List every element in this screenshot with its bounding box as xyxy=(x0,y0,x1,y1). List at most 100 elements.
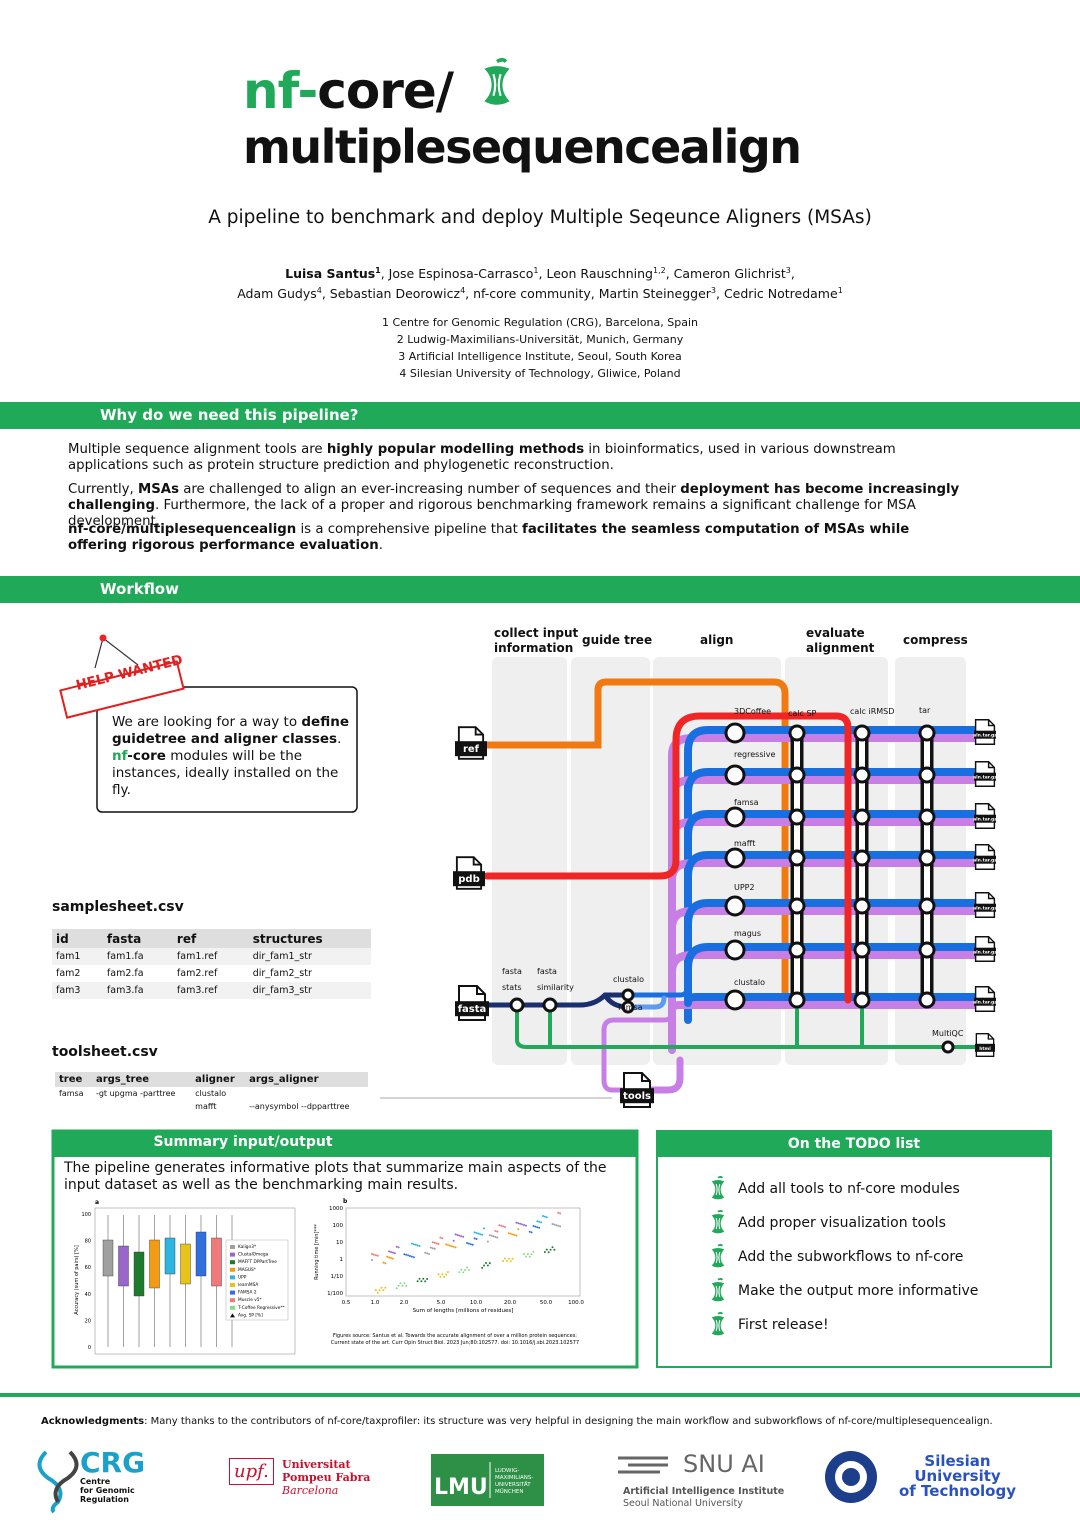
legend-label: MAFFT DPPartTree xyxy=(238,1259,277,1265)
text-span: MSAs xyxy=(137,482,179,497)
author: , xyxy=(790,266,795,282)
file-tag xyxy=(620,1088,654,1104)
decor-dot xyxy=(555,1224,558,1227)
legend-label: Avg. SP [%] xyxy=(238,1312,263,1318)
authors: Luisa Santus1, Jose Espinosa-Carrasco1, … xyxy=(0,262,1080,302)
decor-dot xyxy=(559,1212,562,1215)
author: , Leon Rauschning xyxy=(538,266,653,282)
decor-dot xyxy=(448,1244,451,1247)
legend-swatch xyxy=(230,1275,235,1280)
decor-dot xyxy=(483,1264,486,1267)
decor-dot xyxy=(433,1241,436,1244)
text-span: Regulation xyxy=(80,1495,129,1504)
station xyxy=(542,997,558,1013)
text-span: Centre xyxy=(80,1477,111,1486)
decor-dot xyxy=(397,1284,400,1287)
text-span: of Technology xyxy=(899,1482,1016,1500)
decor-dot xyxy=(515,1221,518,1224)
decor-dot xyxy=(386,1255,389,1258)
logo-text: CRG xyxy=(80,1446,146,1479)
file-tag xyxy=(974,997,996,1006)
decor-dot xyxy=(410,1242,413,1245)
decor-dot xyxy=(526,1253,529,1256)
section-bar: Why do we need this pipeline? xyxy=(0,402,1080,429)
legend-swatch xyxy=(230,1298,235,1303)
legend-swatch xyxy=(230,1305,235,1310)
decor-dot xyxy=(509,1232,512,1235)
logo-text: Universitat Pompeu Fabra Barcelona xyxy=(282,1458,370,1497)
station-label: stats xyxy=(502,983,522,992)
decor-dot xyxy=(391,1251,394,1254)
decor-dot xyxy=(467,1269,470,1271)
text-span: . Furthermore, the lack of a proper and … xyxy=(68,498,916,529)
decor-dot xyxy=(388,1250,391,1253)
tick-label: 1000 xyxy=(329,1206,343,1212)
decor-dot xyxy=(486,1264,489,1267)
decor-dot xyxy=(536,1226,539,1229)
legend-swatch xyxy=(230,1252,235,1257)
decor-dot xyxy=(471,1243,474,1246)
summary-text: The pipeline generates informative plots… xyxy=(64,1160,607,1193)
decor-dot xyxy=(382,1261,385,1264)
decor-dot xyxy=(424,1251,427,1254)
decor-dot xyxy=(481,1266,484,1269)
station-label: fasta xyxy=(537,967,557,976)
title-black: core/ xyxy=(317,62,454,120)
decor-dot xyxy=(507,1257,510,1260)
route xyxy=(515,998,977,1049)
decor-dot xyxy=(553,1248,556,1251)
decor-dot xyxy=(511,1257,514,1260)
table-row: fam3 fam3.fa fam3.ref dir_fam3_str xyxy=(52,982,371,999)
route xyxy=(684,851,984,930)
tick-label: 5.0 xyxy=(437,1300,446,1306)
text-span: highly popular modelling methods xyxy=(326,442,585,457)
decor-dot xyxy=(378,1289,381,1292)
decor-dot xyxy=(454,1246,457,1249)
file-label: ref xyxy=(463,744,480,755)
decor-dot xyxy=(409,1255,411,1257)
station xyxy=(788,766,806,784)
affiliation: 4 Silesian University of Technology, Gli… xyxy=(399,367,681,380)
decor-dot xyxy=(511,1233,514,1236)
table-cell: fam3.ref xyxy=(176,985,218,996)
decor-dot xyxy=(410,1255,413,1258)
logo-text: Artificial Intelligence Institute Seoul N… xyxy=(623,1486,784,1510)
station xyxy=(853,897,871,915)
author: , Jose Espinosa-Carrasco xyxy=(380,266,534,282)
table-cell: fam1.ref xyxy=(176,951,218,962)
decor-dot xyxy=(447,1271,449,1273)
decor-dot xyxy=(390,1251,392,1253)
station xyxy=(918,808,936,826)
file-label: fasta xyxy=(458,1004,487,1015)
decor-dot xyxy=(540,1221,543,1224)
station-label: tar xyxy=(919,706,931,715)
author: , nf-core community, Martin Steinegger xyxy=(465,286,711,302)
station xyxy=(788,808,806,826)
decor-dot xyxy=(405,1253,408,1256)
logo-text: Centre for Genomic Regulation xyxy=(80,1477,135,1504)
file-tag xyxy=(974,814,996,823)
text-span: Seoul National University xyxy=(623,1498,743,1509)
station-label: fasta xyxy=(502,967,522,976)
text-span: define guidetree and aligner classes xyxy=(112,714,349,747)
decor-dot xyxy=(433,1247,436,1250)
decor-dot xyxy=(431,1241,434,1244)
legend-label: T-Coffee Regressive** xyxy=(237,1305,286,1311)
decor-dot xyxy=(532,1250,535,1253)
decor-dot xyxy=(515,1234,518,1237)
station-label: magus xyxy=(734,929,761,938)
text-span: We are looking for a way to xyxy=(112,714,302,730)
station xyxy=(918,941,936,959)
decor-dot xyxy=(467,1242,470,1245)
legend-label: FAMSA 2 xyxy=(238,1290,257,1296)
decor-dot xyxy=(536,1220,539,1223)
file-tag xyxy=(453,871,485,887)
table-header: tree args_tree aligner args_aligner xyxy=(55,1072,368,1087)
text-span: Barcelona xyxy=(282,1484,339,1497)
paragraph: Multiple sequence alignment tools are hi… xyxy=(68,442,968,474)
table-cell: --anysymbol --dpparttree xyxy=(249,1102,350,1111)
station xyxy=(724,806,746,828)
decor-dot xyxy=(479,1233,482,1236)
table-header: id fasta ref structures xyxy=(52,929,371,948)
